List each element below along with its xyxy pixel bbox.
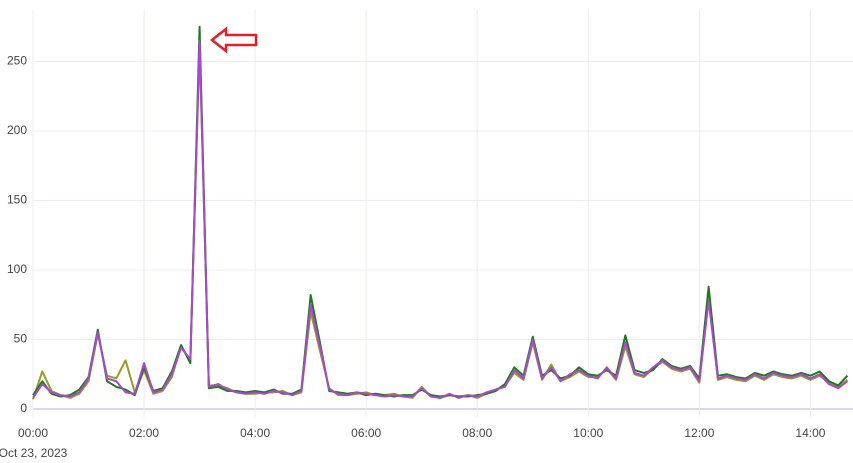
x-date-label: Oct 23, 2023 — [0, 446, 68, 460]
y-tick-label: 100 — [7, 262, 27, 276]
arrow-annotation — [209, 26, 258, 54]
y-tick-label: 0 — [20, 401, 27, 415]
y-tick-label: 50 — [14, 332, 28, 346]
x-tick-label: 04:00 — [240, 426, 270, 440]
y-tick-label: 250 — [7, 54, 27, 68]
plot — [32, 10, 853, 418]
series-line — [32, 43, 849, 400]
x-tick-label: 10:00 — [573, 426, 603, 440]
x-tick-label: 08:00 — [462, 426, 492, 440]
y-tick-label: 150 — [7, 193, 27, 207]
x-tick-label: 14:00 — [795, 426, 825, 440]
x-tick-label: 06:00 — [351, 426, 381, 440]
x-tick-label: 00:00 — [18, 426, 48, 440]
x-tick-label: 12:00 — [684, 426, 714, 440]
series-line — [32, 39, 849, 399]
x-tick-label: 02:00 — [129, 426, 159, 440]
y-tick-label: 200 — [7, 123, 27, 137]
series-line — [32, 25, 849, 398]
